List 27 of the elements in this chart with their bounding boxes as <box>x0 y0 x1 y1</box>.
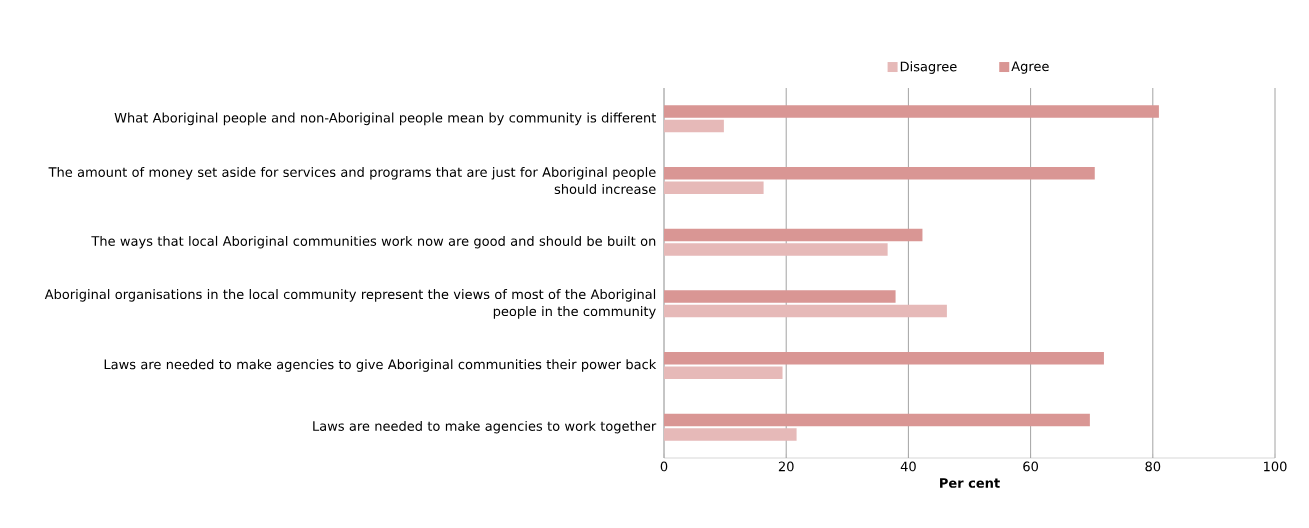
y-tick-label: The ways that local Aboriginal communities work now are good and should be built on <box>91 235 656 249</box>
y-tick-label: Aboriginal organisations in the local community represent the views of most of the Aboriginal people in the community <box>44 289 656 319</box>
bar <box>664 428 797 441</box>
y-tick-label: Laws are needed to make agencies to work together <box>313 420 657 434</box>
bar <box>664 413 1090 427</box>
y-tick-label: The amount of money set aside for services and programs that are just for Aboriginal people should increase <box>48 166 656 195</box>
bar <box>664 243 888 256</box>
bar <box>664 304 947 318</box>
x-tick-label: 20 <box>778 461 794 472</box>
y-tick-label: Laws are needed to make agencies to give Aboriginal communities their power back <box>104 359 657 372</box>
legend-label: Agree <box>1011 61 1049 74</box>
bar <box>664 167 1095 180</box>
bar <box>664 228 923 242</box>
x-tick-label: 100 <box>1264 461 1287 472</box>
bar <box>664 181 764 194</box>
x-tick-label: 40 <box>900 461 916 472</box>
legend-label: Disagree <box>900 61 957 74</box>
x-tick-label: 60 <box>1023 461 1039 472</box>
bar <box>664 105 1159 118</box>
y-tick-label: What Aboriginal people and non-Aboriginal people mean by community is different <box>114 112 657 126</box>
x-tick-label: 0 <box>660 461 668 472</box>
x-axis-title: Per cent <box>940 478 1000 488</box>
bar <box>664 352 1104 365</box>
bar <box>664 290 896 303</box>
bar <box>664 366 783 379</box>
bar <box>664 119 724 133</box>
x-tick-label: 80 <box>1145 461 1161 472</box>
